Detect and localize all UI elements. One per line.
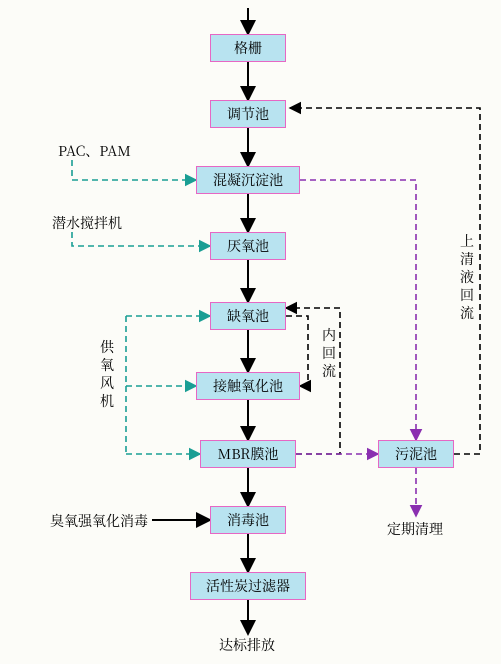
node-n9: 活性炭过滤器: [190, 572, 306, 600]
label-l_pac: PAC、PAM: [58, 142, 131, 160]
node-n2: 调节池: [210, 100, 286, 128]
flowchart-root: 格栅调节池混凝沉淀池厌氧池缺氧池接触氧化池 MBR膜池消毒池活性炭过滤器 污泥池 PA…: [0, 0, 501, 664]
node-n3: 混凝沉淀池: [196, 166, 300, 194]
label-l_clean: 定期清理: [387, 520, 443, 538]
label-l_nhl: 内回流: [322, 326, 336, 380]
node-n1: 格栅: [210, 34, 286, 62]
label-l_out: 达标排放: [219, 636, 275, 654]
label-l_mix: 潜水搅拌机: [52, 214, 122, 232]
label-l_fan: 供氧风机: [100, 338, 114, 410]
node-n8: 消毒池: [210, 506, 286, 534]
node-n10: 污泥池: [378, 440, 454, 468]
label-l_sqh: 上清液回流: [460, 232, 474, 322]
node-n5: 缺氧池: [210, 302, 286, 330]
label-l_o3: 臭氧强氧化消毒: [50, 512, 148, 530]
node-n6: 接触氧化池: [196, 372, 300, 400]
node-n7: MBR膜池: [200, 440, 296, 468]
node-n4: 厌氧池: [210, 232, 286, 260]
